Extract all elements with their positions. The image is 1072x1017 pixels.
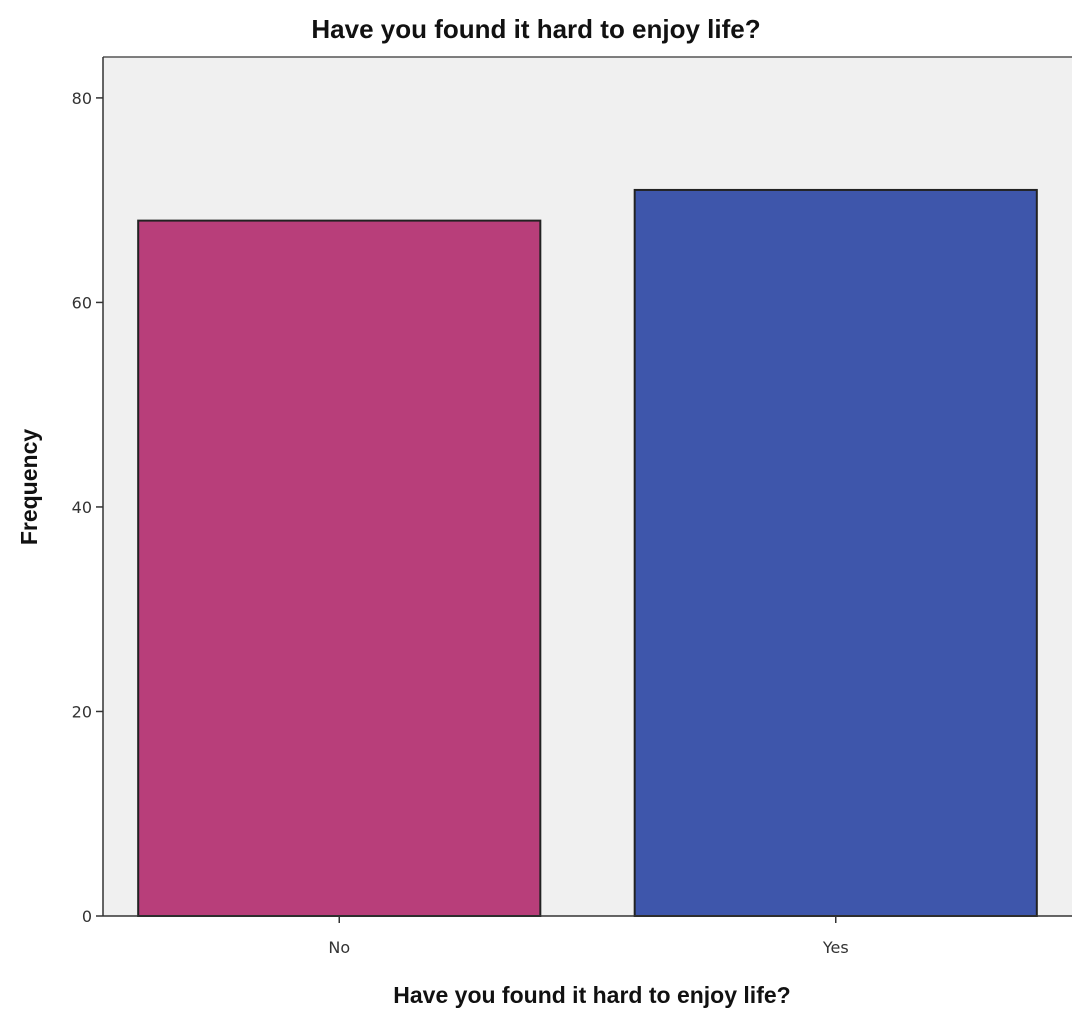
bar-no xyxy=(137,219,542,918)
y-tick-label: 0 xyxy=(82,907,92,926)
x-axis-label: Have you found it hard to enjoy life? xyxy=(393,982,790,1008)
y-tick-label: 80 xyxy=(72,89,92,108)
x-axis-ticks: No Yes xyxy=(328,916,849,957)
y-axis-label: Frequency xyxy=(16,429,42,546)
x-tick-label: No xyxy=(328,938,350,957)
y-axis-ticks: 0 20 40 60 80 xyxy=(72,89,103,926)
y-tick-label: 60 xyxy=(72,293,92,312)
x-tick-label: Yes xyxy=(822,938,849,957)
chart-title: Have you found it hard to enjoy life? xyxy=(311,14,760,44)
y-tick-label: 40 xyxy=(72,498,92,517)
y-tick-label: 20 xyxy=(72,702,92,721)
bar-yes xyxy=(633,188,1038,917)
